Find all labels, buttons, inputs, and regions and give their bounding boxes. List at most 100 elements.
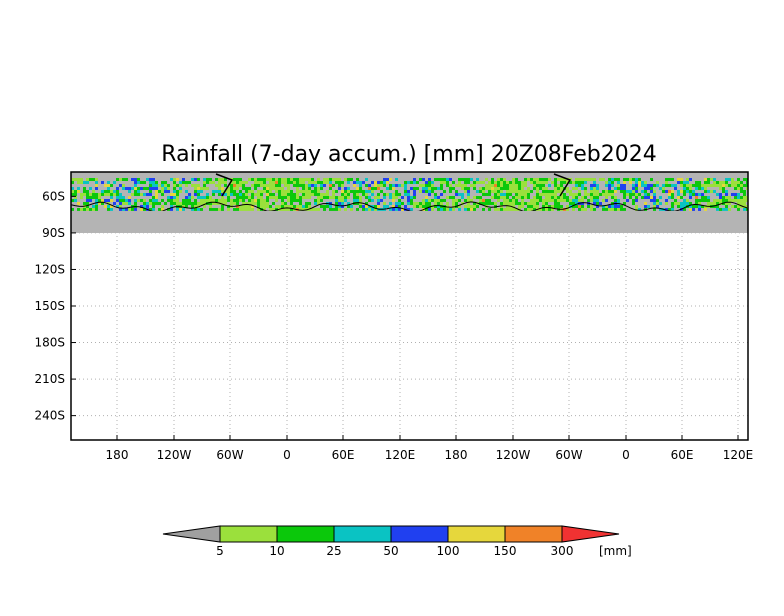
rain-cell: [302, 190, 305, 193]
rain-cell: [272, 193, 275, 196]
rain-cell: [635, 190, 638, 193]
rain-cell: [227, 199, 230, 202]
rain-cell: [251, 196, 254, 199]
rain-cell: [140, 208, 143, 211]
rain-cell: [215, 199, 218, 202]
rain-cell: [452, 202, 455, 205]
rain-cell: [506, 190, 509, 193]
rain-cell: [497, 196, 500, 199]
rain-cell: [602, 190, 605, 193]
rain-cell: [131, 193, 134, 196]
rain-cell: [365, 190, 368, 193]
rain-cell: [305, 202, 308, 205]
rain-cell: [341, 190, 344, 193]
rain-cell: [227, 193, 230, 196]
rain-cell: [698, 202, 701, 205]
rain-cell: [536, 205, 539, 208]
rain-cell: [563, 199, 566, 202]
rain-cell: [716, 184, 719, 187]
rain-cell: [440, 184, 443, 187]
rain-cell: [371, 205, 374, 208]
x-tick-label: 0: [283, 448, 291, 462]
rain-cell: [362, 181, 365, 184]
rain-cell: [356, 202, 359, 205]
rain-cell: [533, 199, 536, 202]
rain-cell: [494, 190, 497, 193]
rain-cell: [668, 208, 671, 211]
rain-cell: [488, 190, 491, 193]
rain-cell: [215, 202, 218, 205]
rain-cell: [371, 208, 374, 211]
rain-cell: [278, 190, 281, 193]
rain-cell: [329, 178, 332, 181]
rain-cell: [737, 196, 740, 199]
rain-cell: [689, 196, 692, 199]
rain-cell: [344, 196, 347, 199]
rain-cell: [176, 199, 179, 202]
rain-cell: [125, 208, 128, 211]
rain-cell: [545, 190, 548, 193]
rain-cell: [512, 187, 515, 190]
rain-cell: [692, 193, 695, 196]
rain-cell: [647, 187, 650, 190]
rain-cell: [665, 190, 668, 193]
rain-cell: [548, 208, 551, 211]
rain-cell: [734, 196, 737, 199]
rain-cell: [548, 193, 551, 196]
rain-cell: [677, 178, 680, 181]
rain-cell: [197, 208, 200, 211]
rain-cell: [203, 205, 206, 208]
rain-cell: [623, 187, 626, 190]
rain-cell: [200, 202, 203, 205]
rain-cell: [554, 187, 557, 190]
rain-cell: [572, 181, 575, 184]
rain-cell: [395, 178, 398, 181]
rain-cell: [650, 196, 653, 199]
rain-cell: [155, 184, 158, 187]
rain-cell: [602, 178, 605, 181]
rain-cell: [644, 184, 647, 187]
rain-cell: [104, 190, 107, 193]
rain-cell: [467, 199, 470, 202]
rain-cell: [635, 184, 638, 187]
rain-cell: [329, 205, 332, 208]
rain-cell: [308, 193, 311, 196]
rain-cell: [221, 190, 224, 193]
rain-cell: [239, 199, 242, 202]
rain-cell: [197, 202, 200, 205]
rain-cell: [314, 184, 317, 187]
rain-cell: [137, 181, 140, 184]
rain-cell: [608, 187, 611, 190]
rain-cell: [206, 187, 209, 190]
rain-cell: [533, 205, 536, 208]
rain-cell: [341, 184, 344, 187]
rain-cell: [386, 205, 389, 208]
rain-cell: [314, 199, 317, 202]
rain-cell: [239, 193, 242, 196]
rain-cell: [602, 193, 605, 196]
rain-cell: [269, 181, 272, 184]
rain-cell: [509, 190, 512, 193]
rain-cell: [515, 199, 518, 202]
rain-cell: [224, 184, 227, 187]
rain-cell: [503, 196, 506, 199]
rain-cell: [653, 193, 656, 196]
rain-cell: [470, 178, 473, 181]
rain-cell: [245, 181, 248, 184]
rain-cell: [302, 187, 305, 190]
rain-cell: [215, 190, 218, 193]
rain-cell: [467, 196, 470, 199]
rain-cell: [80, 196, 83, 199]
rain-cell: [503, 199, 506, 202]
rain-cell: [176, 196, 179, 199]
rain-cell: [260, 199, 263, 202]
rain-cell: [515, 184, 518, 187]
rain-cell: [539, 208, 542, 211]
y-tick-label: 240S: [34, 409, 65, 423]
rain-cell: [146, 205, 149, 208]
rain-cell: [719, 196, 722, 199]
rain-cell: [410, 187, 413, 190]
y-tick-label: 180S: [34, 336, 65, 350]
rain-cell: [389, 193, 392, 196]
rain-cell: [536, 178, 539, 181]
